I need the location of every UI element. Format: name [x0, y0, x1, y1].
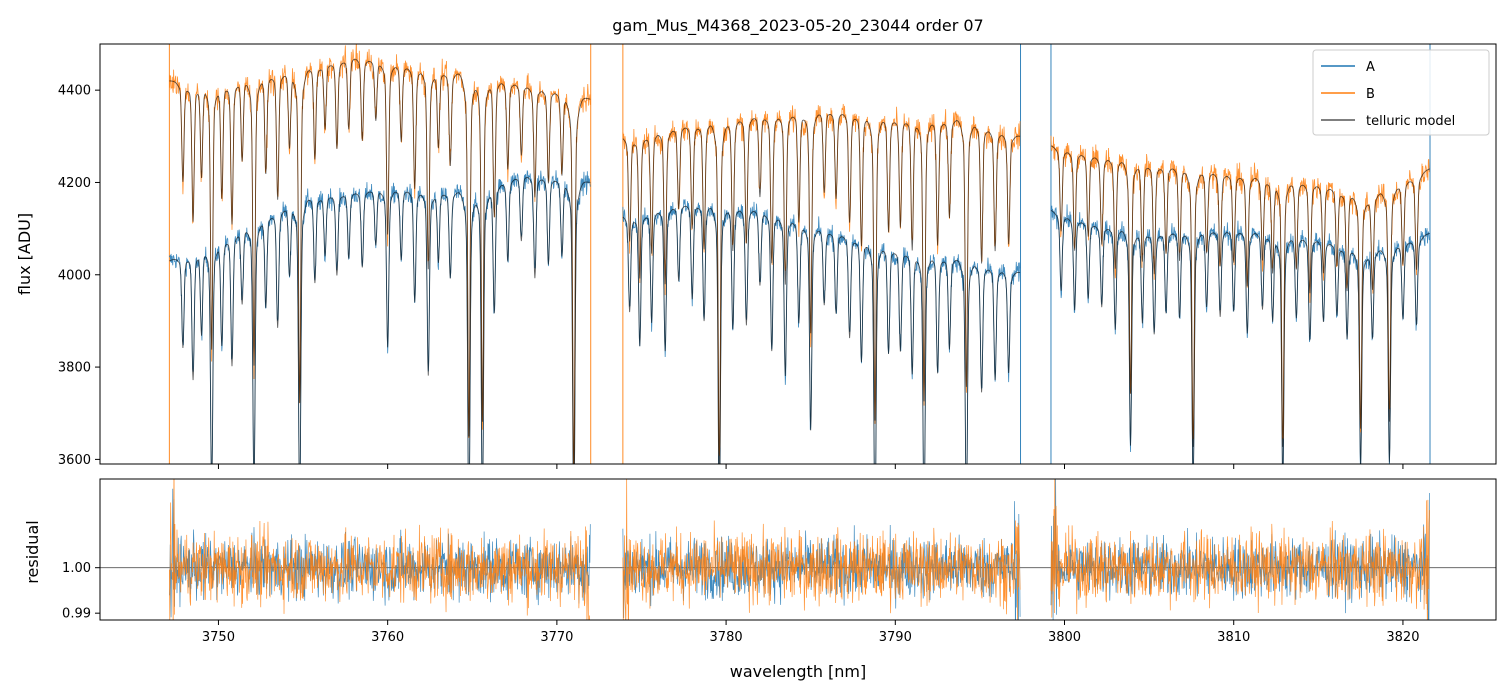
legend-label-a: A [1366, 60, 1375, 75]
residual-axes-frame [99, 478, 1497, 621]
flux-plot-area [168, 44, 1431, 464]
flux-y-ticks: 3600 3800 4000 4200 4400 [58, 84, 100, 468]
residual-x-ticks: 3750 3760 3770 3780 3790 3800 3810 3820 [202, 620, 1419, 645]
residual-y-tick-label: 1.00 [62, 561, 91, 576]
residual-line-b-segment-2 [622, 479, 1021, 620]
legend-label-telluric: telluric model [1366, 114, 1455, 129]
flux-y-axis-label: flux [ADU] [15, 213, 34, 295]
flux-y-tick-label: 4400 [58, 84, 91, 99]
flux-axes-frame [99, 43, 1497, 465]
residual-line-b-segment-1 [169, 479, 590, 620]
legend: A B telluric model [1312, 49, 1490, 136]
flux-x-ticks [217, 464, 1404, 469]
flux-y-tick-label: 4200 [58, 176, 91, 191]
residual-y-axis-label: residual [23, 520, 42, 583]
flux-panel: 3600 3800 4000 4200 4400 flux [ADU] A B tell… [15, 43, 1497, 469]
residual-x-tick-label: 3810 [1217, 630, 1250, 645]
residual-x-tick-label: 3790 [879, 630, 912, 645]
residual-x-tick-label: 3770 [540, 630, 573, 645]
chart-title: gam_Mus_M4368_2023-05-20_23044 order 07 [612, 16, 983, 36]
x-axis-label: wavelength [nm] [730, 662, 867, 681]
flux-y-tick-label: 3800 [58, 361, 91, 376]
telluric-model-b [169, 58, 1430, 464]
residual-y-ticks: 0.99 1.00 [62, 561, 100, 622]
residual-plot-area [100, 479, 1496, 620]
telluric-model-a [169, 177, 1430, 464]
residual-x-tick-label: 3760 [371, 630, 404, 645]
legend-box [1312, 49, 1490, 136]
flux-y-tick-label: 3600 [58, 453, 91, 468]
residual-x-tick-label: 3800 [1048, 630, 1081, 645]
residual-x-tick-label: 3780 [710, 630, 743, 645]
legend-label-b: B [1366, 87, 1375, 102]
residual-line-b-segment-3 [1050, 479, 1430, 620]
residual-y-tick-label: 0.99 [62, 607, 91, 622]
residual-panel: 0.99 1.00 3750 3760 3770 3780 3790 3800 3810 382… [23, 478, 1497, 681]
residual-x-tick-label: 3820 [1386, 630, 1419, 645]
residual-x-tick-label: 3750 [202, 630, 235, 645]
flux-y-tick-label: 4000 [58, 268, 91, 283]
